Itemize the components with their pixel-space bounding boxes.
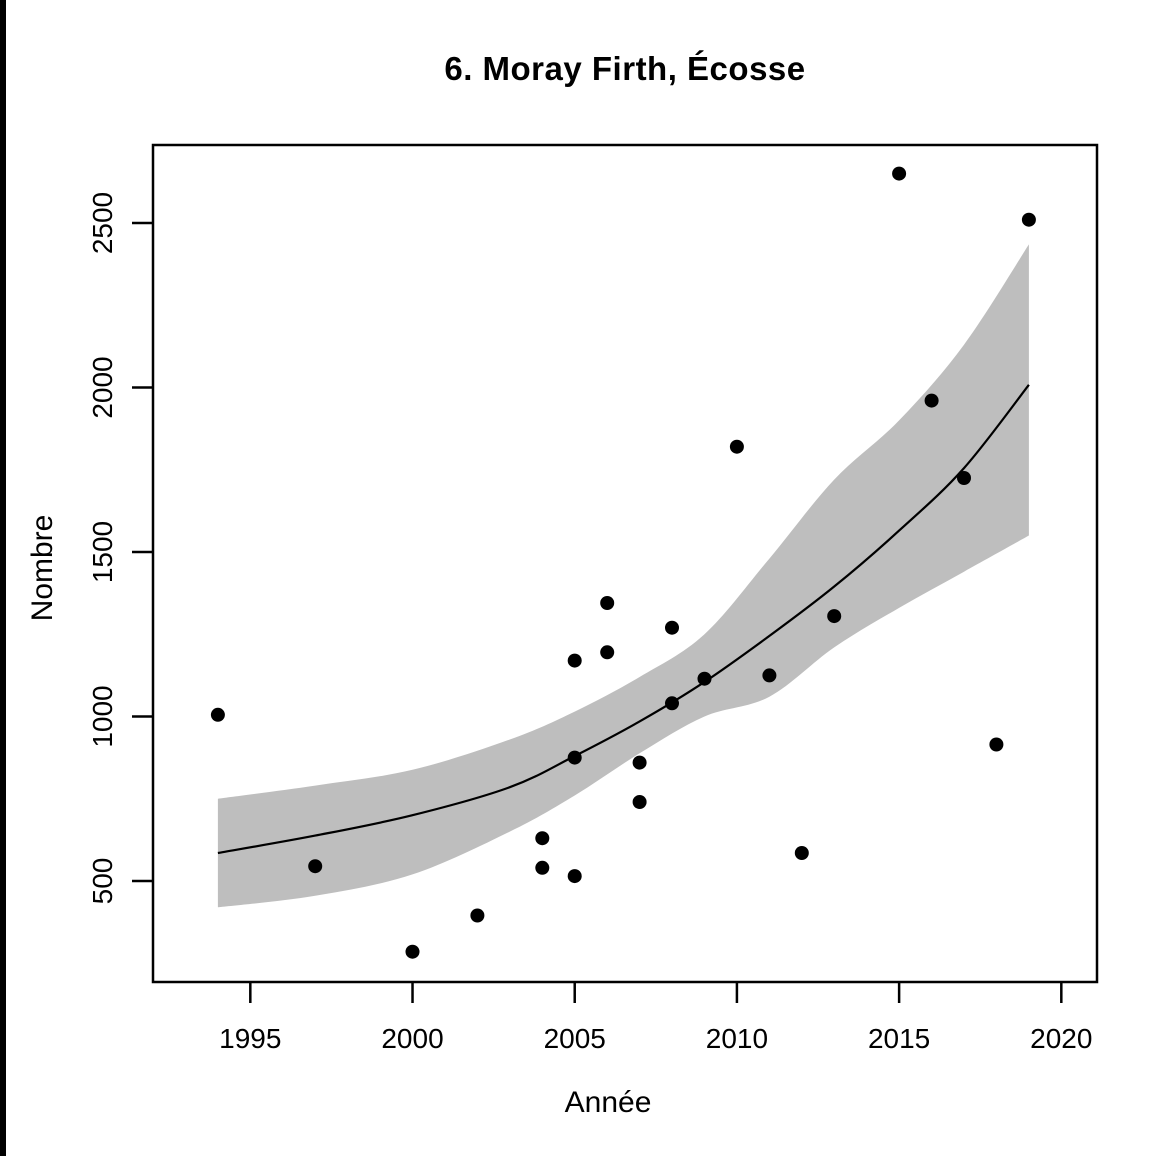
x-tick-label: 2005 <box>544 1023 606 1054</box>
data-point <box>210 707 225 722</box>
data-point <box>794 846 809 860</box>
data-point <box>924 393 939 408</box>
y-tick-label: 1500 <box>87 521 118 583</box>
data-point <box>632 755 647 770</box>
y-axis-label: Nombre <box>26 515 59 622</box>
data-point <box>989 737 1004 752</box>
data-point <box>957 471 971 485</box>
left-border-strip <box>0 0 6 1156</box>
x-tick-label: 2020 <box>1030 1023 1092 1054</box>
data-point <box>762 668 777 683</box>
data-point <box>827 609 842 624</box>
y-tick-label: 2500 <box>87 192 118 254</box>
y-tick-label: 2000 <box>87 356 118 418</box>
data-point <box>729 439 744 454</box>
plot-frame <box>151 143 1099 984</box>
data-point <box>632 795 647 809</box>
data-point <box>892 166 907 181</box>
data-points-layer <box>210 166 1036 959</box>
x-tick-label: 2010 <box>706 1023 768 1054</box>
chart-title: 6. Moray Firth, Écosse <box>444 50 806 87</box>
data-point <box>600 645 615 660</box>
x-tick-label: 2015 <box>868 1023 930 1054</box>
data-point <box>535 831 550 846</box>
axes-frame-layer: 1995 2000 2005 2010 2015 2020 500 1000 1500 2000 2… <box>87 143 1099 1054</box>
confidence-band <box>217 244 1029 908</box>
data-point <box>600 596 615 610</box>
data-point <box>665 620 679 635</box>
x-tick-label: 2000 <box>381 1023 443 1054</box>
data-point <box>535 860 550 875</box>
data-point <box>567 750 582 765</box>
y-tick-label: 500 <box>87 858 118 905</box>
data-point <box>567 869 582 884</box>
data-point <box>470 908 485 923</box>
y-tick-label: 1000 <box>87 685 118 747</box>
x-axis-label: Année <box>565 1086 652 1119</box>
confidence-band-layer <box>217 244 1029 908</box>
x-tick-label: 1995 <box>219 1023 281 1054</box>
data-point <box>308 859 323 874</box>
data-point <box>405 944 420 959</box>
data-point <box>1021 212 1036 227</box>
data-point <box>697 671 712 686</box>
data-point <box>567 653 582 668</box>
data-point <box>665 696 679 711</box>
